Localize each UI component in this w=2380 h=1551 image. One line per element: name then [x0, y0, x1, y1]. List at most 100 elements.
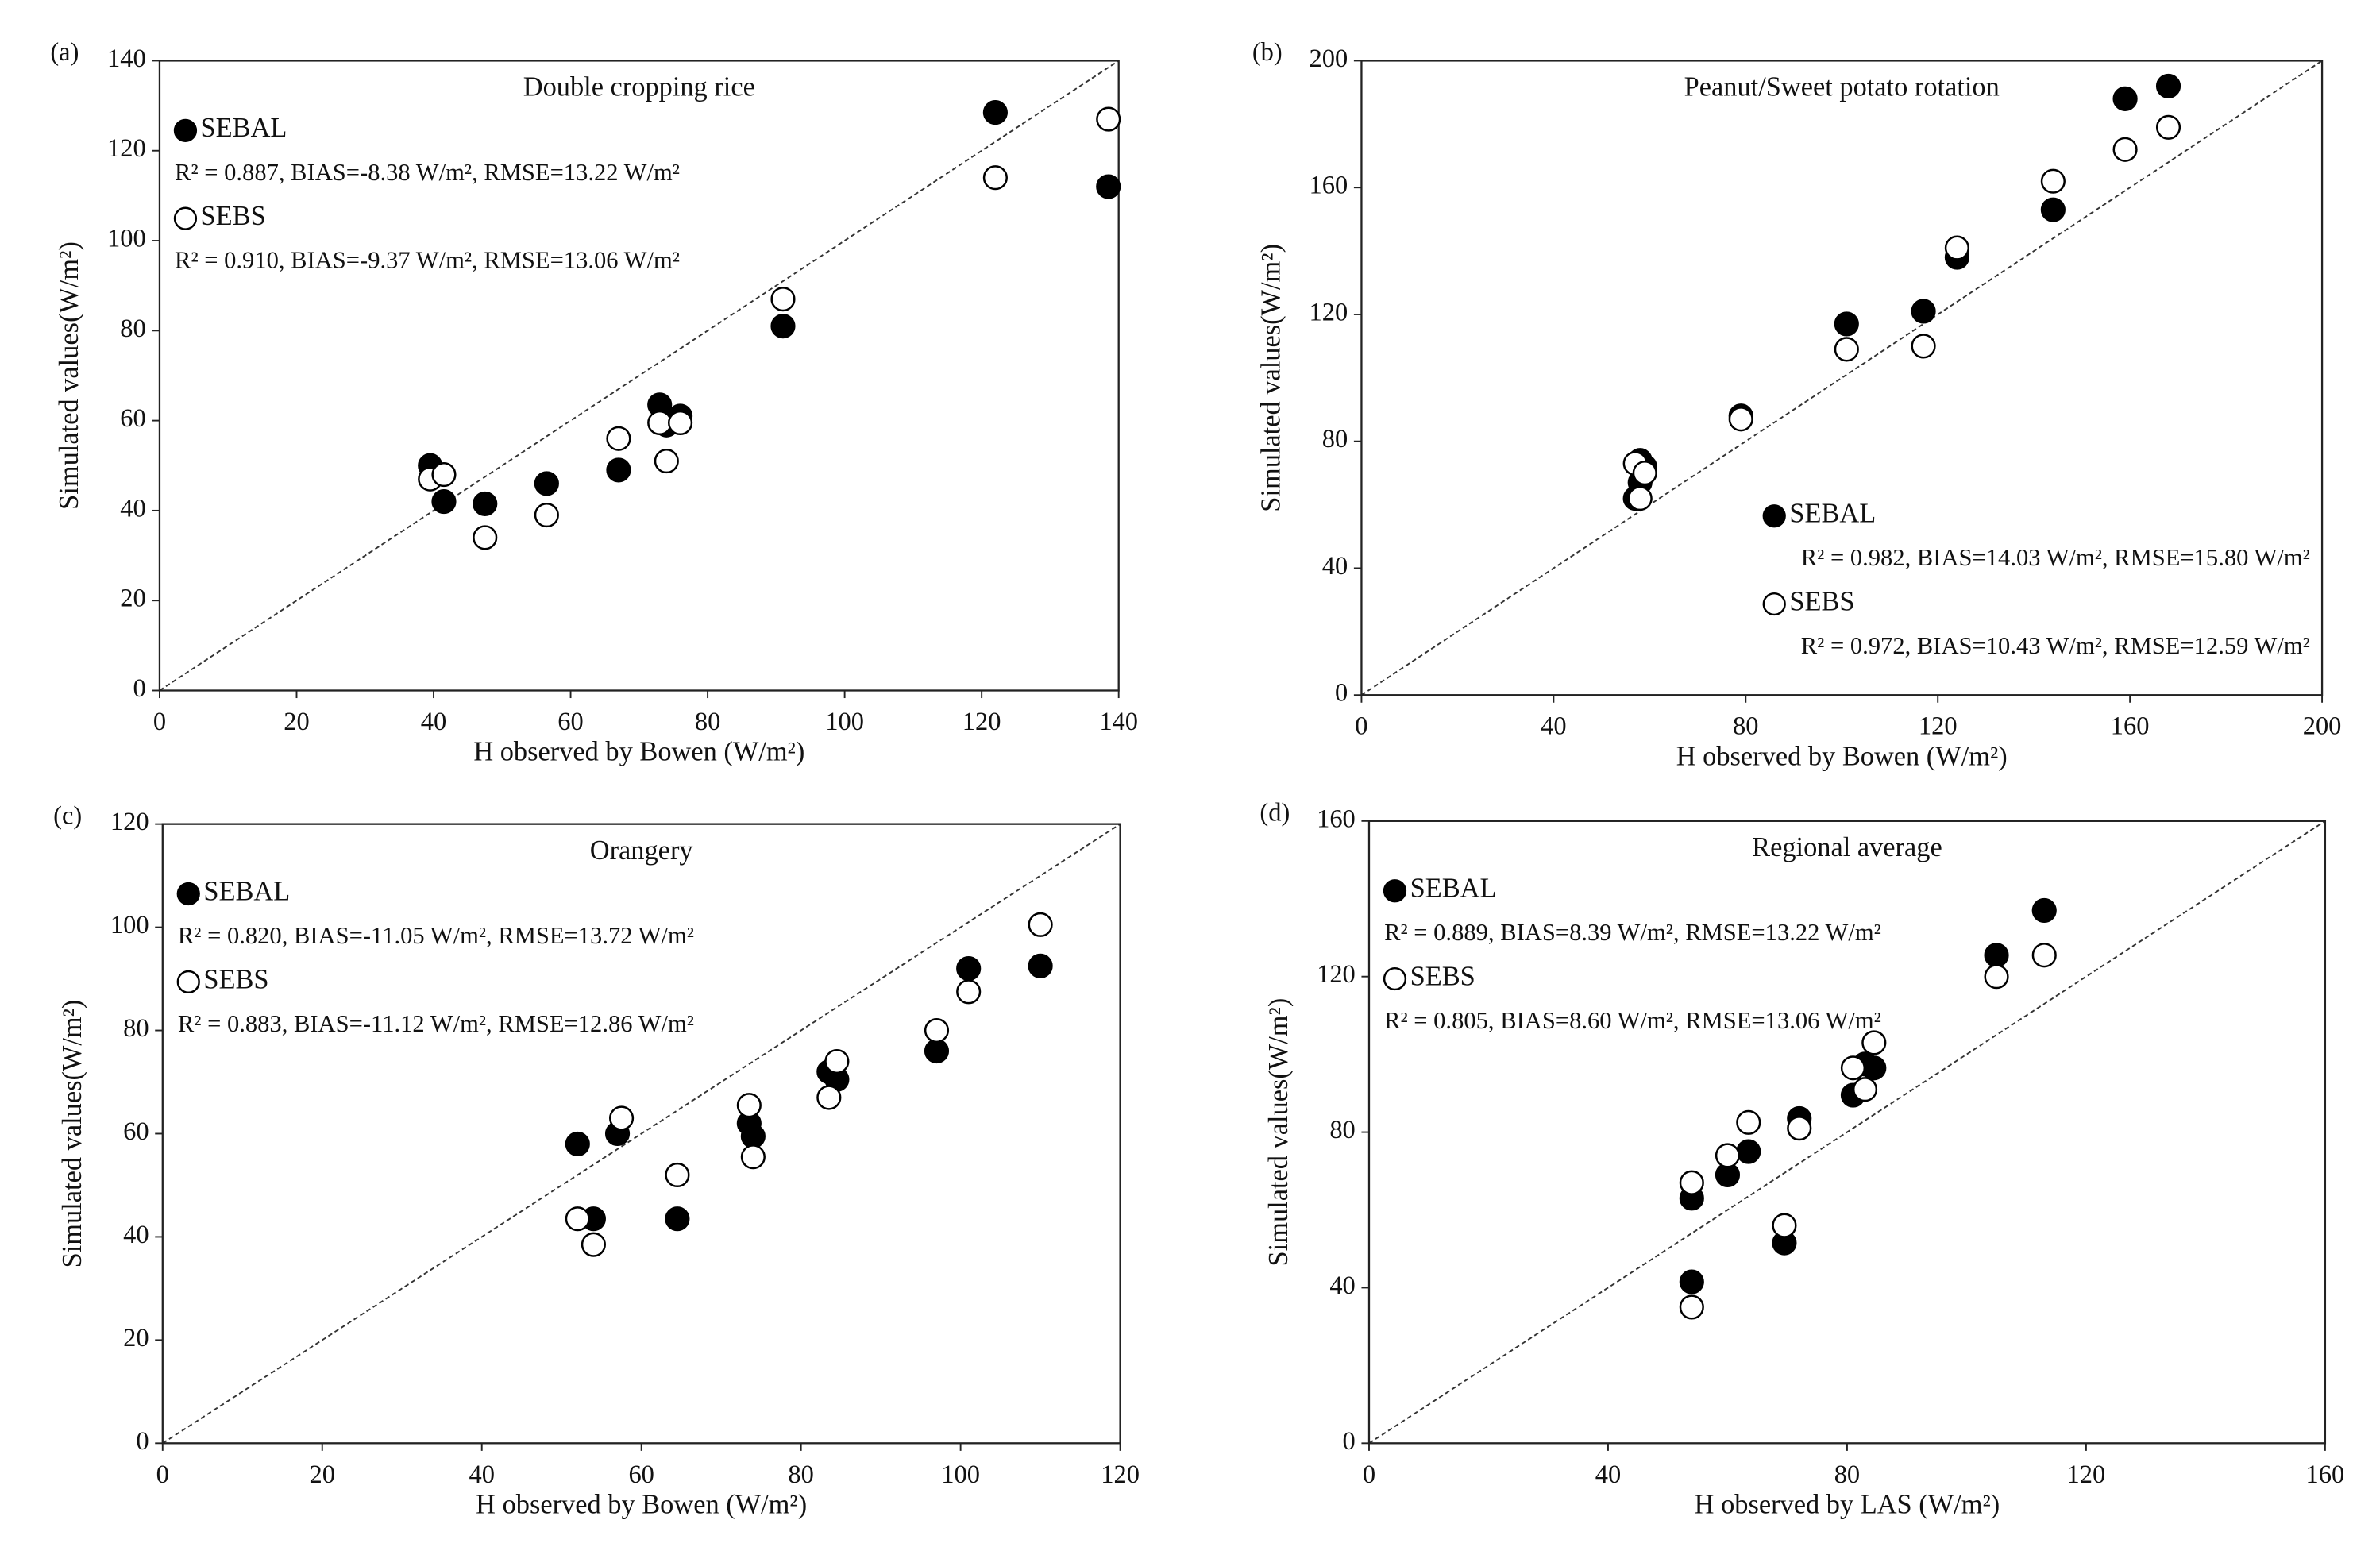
legend-marker [1762, 504, 1786, 528]
y-tick-label: 60 [123, 1117, 149, 1146]
data-point [1984, 943, 2009, 968]
legend-marker [173, 118, 198, 142]
x-tick-label: 100 [941, 1460, 980, 1489]
data-point [565, 1206, 590, 1232]
data-point [1911, 299, 1936, 324]
x-tick-label: 120 [2067, 1460, 2106, 1489]
data-point [2031, 897, 2057, 924]
data-point [1772, 1213, 1797, 1238]
data-point [1096, 174, 1121, 199]
x-tick-label: 80 [1834, 1460, 1860, 1489]
data-point [1632, 461, 1657, 486]
stats-annotation: R² = 0.982, BIAS=14.03 W/m², RMSE=15.80 … [1801, 544, 2310, 571]
y-tick-label: 40 [123, 1221, 149, 1249]
y-tick-label: 80 [1322, 425, 1348, 453]
y-axis-label: Simulated values(W/m²) [1256, 244, 1286, 512]
data-point [740, 1124, 766, 1149]
legend-marker [1383, 879, 1407, 903]
chart-title: Double cropping rice [523, 72, 755, 102]
plot-frame [1360, 60, 2324, 696]
data-point [565, 1131, 590, 1157]
x-tick-label: 40 [421, 708, 446, 736]
legend-marker [176, 882, 200, 906]
x-tick-label: 0 [1355, 712, 1367, 741]
legend-label: SEBAL [201, 113, 287, 143]
one-to-one-line [1368, 820, 2326, 1445]
panel-label: (d) [1259, 799, 1290, 828]
legend-marker [173, 206, 198, 230]
y-tick-label: 20 [120, 585, 145, 613]
legend-label: SEBAL [1410, 874, 1497, 904]
data-point [1852, 1077, 1878, 1102]
y-axis-label: Simulated values(W/m²) [57, 1000, 87, 1268]
y-axis-label: Simulated values(W/m²) [54, 241, 84, 510]
y-tick-label: 120 [110, 808, 149, 836]
data-point [1984, 964, 2009, 990]
data-point [770, 287, 796, 312]
data-point [581, 1232, 606, 1257]
data-point [606, 457, 631, 483]
x-axis-label: H observed by Bowen (W/m²) [476, 1489, 807, 1519]
data-point [956, 955, 982, 982]
data-point [608, 1105, 635, 1131]
data-point [1787, 1116, 1812, 1141]
data-point [665, 1162, 690, 1188]
stats-annotation: R² = 0.910, BIAS=-9.37 W/m², RMSE=13.06 … [175, 247, 680, 274]
stats-annotation: R² = 0.972, BIAS=10.43 W/m², RMSE=12.59 … [1801, 632, 2310, 659]
panel-label: (c) [53, 801, 82, 830]
data-point [1736, 1109, 1761, 1135]
chart-title: Peanut/Sweet potato rotation [1684, 72, 2000, 102]
x-tick-label: 40 [469, 1460, 494, 1489]
x-axis-label: H observed by Bowen (W/m²) [473, 737, 804, 767]
data-point [473, 491, 498, 516]
y-tick-label: 80 [120, 314, 145, 343]
data-point [1679, 1269, 1704, 1294]
legend-label: SEBS [1789, 586, 1854, 616]
data-point [824, 1048, 850, 1075]
panel-label: (b) [1252, 38, 1283, 67]
one-to-one-line [1360, 60, 2323, 696]
panel-label: (a) [50, 38, 79, 67]
data-point [1736, 1139, 1761, 1164]
data-point [1834, 337, 1859, 362]
x-tick-label: 0 [156, 1460, 169, 1489]
x-tick-label: 160 [2306, 1460, 2345, 1489]
data-point [1911, 334, 1936, 359]
legend-label: SEBAL [1789, 499, 1876, 529]
data-point [1834, 311, 1859, 337]
y-tick-label: 20 [123, 1324, 149, 1352]
x-tick-label: 60 [557, 708, 583, 736]
legend-marker [1383, 966, 1407, 991]
y-tick-label: 120 [1317, 960, 1356, 989]
data-point [740, 1144, 766, 1170]
data-point [668, 410, 693, 436]
y-tick-label: 0 [133, 674, 146, 703]
data-point [1679, 1170, 1704, 1195]
data-point [982, 165, 1008, 191]
y-tick-label: 80 [123, 1014, 149, 1043]
x-tick-label: 80 [695, 708, 720, 736]
data-point [1028, 912, 1053, 937]
data-point [1840, 1055, 1866, 1081]
data-point [770, 314, 796, 339]
x-tick-label: 20 [310, 1460, 335, 1489]
x-tick-label: 80 [1733, 712, 1758, 741]
data-point [431, 488, 457, 515]
x-tick-label: 60 [628, 1460, 654, 1489]
x-tick-label: 140 [1099, 708, 1138, 736]
y-tick-label: 0 [136, 1427, 149, 1456]
stats-annotation: R² = 0.887, BIAS=-8.38 W/m², RMSE=13.22 … [175, 159, 680, 186]
y-tick-label: 120 [107, 134, 146, 163]
stats-annotation: R² = 0.883, BIAS=-11.12 W/m², RMSE=12.86… [178, 1010, 694, 1037]
y-tick-label: 40 [120, 494, 145, 523]
x-tick-label: 100 [825, 708, 864, 736]
data-point [647, 410, 673, 436]
one-to-one-line [159, 60, 1120, 692]
data-point [2031, 943, 2057, 968]
y-tick-label: 140 [107, 44, 146, 73]
x-tick-label: 20 [284, 708, 309, 736]
data-point [924, 1017, 950, 1044]
data-point [654, 449, 679, 474]
data-point [1679, 1294, 1704, 1320]
